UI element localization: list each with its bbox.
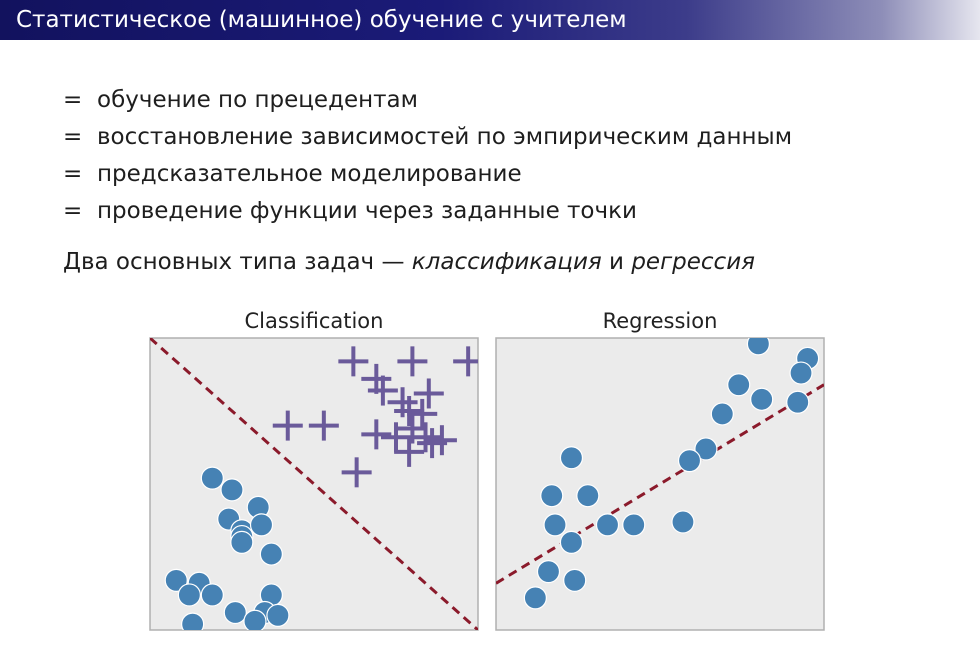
plot-area	[495, 337, 825, 631]
cross-point	[361, 419, 392, 450]
classification-plot	[149, 337, 479, 631]
data-point	[671, 510, 695, 534]
cross-point	[394, 436, 425, 467]
cross-point	[367, 375, 398, 406]
cross-point	[338, 346, 369, 377]
regression-line	[496, 383, 824, 585]
data-point	[595, 513, 620, 537]
term-classification: классификация	[411, 249, 602, 275]
circle-point	[181, 612, 205, 630]
cross-point	[381, 422, 411, 453]
circle-point	[230, 530, 254, 555]
bullet-text: восстановление зависимостей по эмпиричес…	[97, 124, 793, 150]
classification-title: Classification	[244, 309, 384, 333]
circle-point	[243, 609, 267, 630]
circle-point	[220, 478, 244, 502]
cross-point	[453, 346, 478, 377]
slide-title: Статистическое (машинное) обучение с учи…	[16, 7, 627, 33]
data-point	[746, 338, 770, 356]
data-point	[540, 484, 564, 508]
data-point	[786, 390, 810, 414]
cross-point	[426, 425, 457, 456]
bullet-list: = обучение по прецедентам = восстановление…	[63, 84, 792, 232]
circle-point	[200, 466, 224, 490]
circle-point	[223, 600, 247, 625]
cross-point	[308, 410, 339, 441]
decision-boundary	[150, 338, 478, 630]
summary-lead: Два основных типа задач —	[63, 249, 405, 275]
circle-point	[200, 583, 224, 607]
summary-line: Два основных типа задач — классификация …	[63, 246, 755, 278]
data-point	[727, 373, 751, 397]
bullet-text: проведение функции через заданные точки	[97, 198, 637, 224]
bullet-text: обучение по прецедентам	[97, 87, 419, 113]
circle-point	[177, 583, 201, 607]
cross-point	[394, 396, 425, 426]
data-point	[694, 437, 718, 461]
data-point	[750, 387, 774, 411]
data-point	[677, 449, 702, 473]
bullet-prefix: =	[63, 198, 83, 224]
data-point	[543, 513, 567, 537]
data-point	[523, 586, 547, 610]
data-point	[576, 484, 600, 508]
data-point	[622, 513, 646, 537]
data-point	[789, 361, 813, 385]
data-point	[710, 402, 734, 426]
bullet-item: = проведение функции через заданные точки	[63, 195, 792, 232]
regression-title: Regression	[602, 309, 718, 333]
circle-point	[249, 513, 274, 537]
plot-marks	[496, 338, 824, 610]
bullet-prefix: =	[63, 161, 83, 187]
data-point	[536, 559, 561, 584]
data-point	[563, 568, 587, 592]
cross-point	[397, 346, 428, 377]
bullet-prefix: =	[63, 87, 83, 113]
cross-point	[272, 410, 303, 441]
circle-point	[164, 568, 188, 592]
cross-point	[413, 378, 444, 409]
plot-marks	[150, 338, 478, 630]
bullet-item: = обучение по прецедентам	[63, 84, 792, 121]
term-regression: регрессия	[631, 249, 755, 275]
bullet-prefix: =	[63, 124, 83, 150]
bullet-text: предсказательное моделирование	[97, 161, 522, 187]
data-point	[559, 530, 584, 555]
circle-point	[259, 542, 283, 566]
cross-point	[410, 422, 441, 453]
circle-point	[266, 603, 290, 628]
cross-point	[341, 457, 372, 488]
summary-conjunction: и	[609, 249, 624, 275]
bullet-item: = восстановление зависимостей по эмпириче…	[63, 121, 792, 158]
bullet-item: = предсказательное моделирование	[63, 158, 792, 195]
regression-plot	[495, 337, 825, 631]
data-point	[559, 446, 584, 470]
title-bar: Статистическое (машинное) обучение с учи…	[0, 0, 980, 40]
